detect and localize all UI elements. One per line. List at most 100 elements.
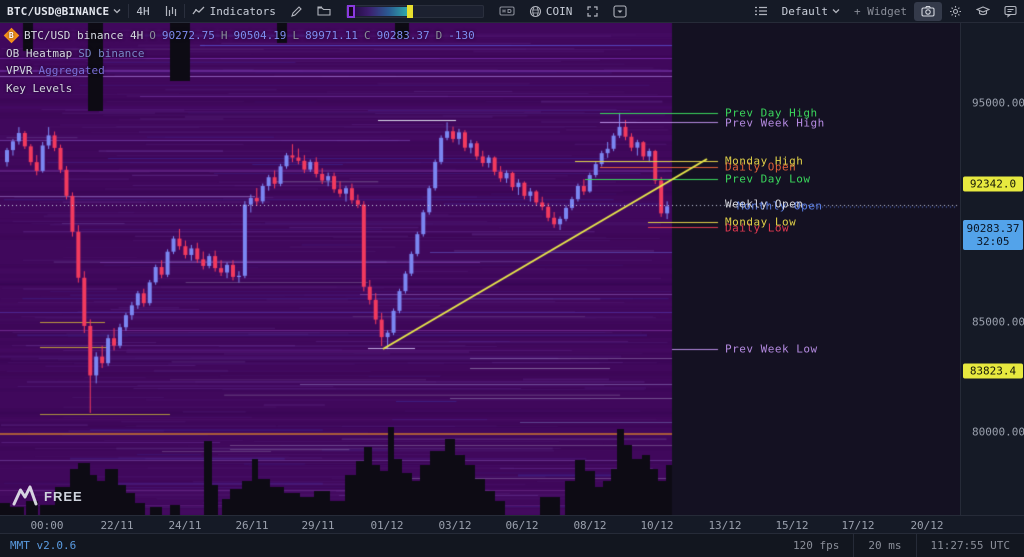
price-axis[interactable]: 95000.00 85000.00 80000.00 92342.0 83823.4… <box>960 23 1024 515</box>
key-level-label: Monday Low <box>725 215 797 229</box>
fullscreen-button[interactable] <box>579 0 606 23</box>
legend-heatmap-row[interactable]: OB Heatmap SD binance <box>6 45 481 63</box>
timeframe-button[interactable]: 4H <box>129 0 156 23</box>
price-tick-label: 80000.00 <box>972 425 1024 439</box>
settings-button[interactable] <box>942 0 969 23</box>
time-tick-label: 17/12 <box>841 519 875 532</box>
chart-area: B BTC/USD binance 4H O 90272.75 H 90504.19 L 8… <box>0 23 960 515</box>
current-price-badge: 90283.37 32:05 <box>963 220 1023 250</box>
mmt-logo-icon <box>12 485 38 507</box>
watermark: FREE <box>12 485 83 507</box>
hd-icon <box>499 5 515 17</box>
key-level-label: Prev Day Low <box>725 172 811 186</box>
toolbar-divider <box>128 4 130 18</box>
add-widget-button[interactable]: + Widget <box>847 0 914 23</box>
coin-label: COIN <box>545 4 573 18</box>
indicators-button[interactable]: Indicators <box>185 0 283 23</box>
key-level-label: Weekly Open <box>725 197 804 211</box>
layouts-folder-button[interactable] <box>310 0 338 23</box>
key-level-label: Prev Week High <box>725 116 825 130</box>
time-tick-label: 03/12 <box>438 519 472 532</box>
indicators-icon <box>192 5 206 17</box>
time-tick-label: 15/12 <box>775 519 809 532</box>
indicators-label: Indicators <box>209 4 276 18</box>
time-tick-label: 08/12 <box>573 519 607 532</box>
chevron-down-icon <box>113 7 121 15</box>
time-axis[interactable]: 00:00 22/11 24/11 26/11 29/11 01/12 03/12 06/12… <box>0 515 1024 533</box>
colormap-min-handle[interactable] <box>346 4 355 18</box>
prev-week-low-price-badge: 83823.4 <box>963 363 1023 379</box>
chart-legend: B BTC/USD binance 4H O 90272.75 H 90504.19 L 8… <box>3 27 481 98</box>
panel-dropdown-button[interactable] <box>606 0 634 23</box>
toolbar-right-group: Default + Widget <box>747 0 1024 23</box>
heatmap-colormap-control[interactable] <box>338 0 492 23</box>
tutorials-button[interactable] <box>969 0 997 23</box>
coin-icon <box>529 5 542 18</box>
key-level-label: Prev Day High <box>725 106 818 120</box>
time-tick-label: 06/12 <box>505 519 539 532</box>
timeframe-label: 4H <box>136 4 150 18</box>
clock-utc: 11:27:55 UTC <box>930 539 1010 552</box>
time-tick-label: 29/11 <box>301 519 335 532</box>
time-tick-label: 10/12 <box>640 519 674 532</box>
coin-selector-button[interactable]: COIN <box>522 0 580 23</box>
colormap-track[interactable] <box>345 4 484 18</box>
top-toolbar: BTC/USD@BINANCE 4H Indicators <box>0 0 1024 23</box>
key-level-label: Prev Week Low <box>725 342 818 356</box>
chart-canvas[interactable] <box>0 23 960 515</box>
legend-ohlc-values: BTC/USD binance 4H O 90272.75 H 90504.19 L 899… <box>24 29 475 42</box>
legend-vpvr-values: VPVR Aggregated <box>6 64 105 77</box>
feedback-button[interactable] <box>997 0 1024 23</box>
latency-indicator: 20 ms <box>868 539 902 552</box>
fps-indicator: 120 fps <box>793 539 840 552</box>
time-tick-label: 22/11 <box>100 519 134 532</box>
key-level-label: Monday High <box>725 154 804 168</box>
time-tick-label: 20/12 <box>910 519 944 532</box>
layout-label: Default <box>781 4 829 18</box>
list-icon <box>754 5 768 17</box>
time-tick-label: 01/12 <box>370 519 404 532</box>
key-level-label: Monthly Open <box>737 199 823 213</box>
chevron-down-icon <box>832 7 840 15</box>
layout-selector[interactable]: Default <box>775 0 847 23</box>
app-version-label[interactable]: MMT v2.0.6 <box>10 539 77 552</box>
camera-icon <box>921 5 935 17</box>
bitcoin-icon: B <box>3 27 20 44</box>
current-price-value: 90283.37 <box>966 222 1020 235</box>
legend-keylevels-row[interactable]: Key Levels <box>6 80 481 98</box>
time-tick-label: 24/11 <box>168 519 202 532</box>
price-tick-label: 95000.00 <box>972 96 1024 110</box>
dropdown-box-icon <box>613 4 627 18</box>
chart-style-button[interactable] <box>157 0 184 23</box>
folder-icon <box>317 5 331 17</box>
screenshot-button[interactable] <box>914 1 942 21</box>
status-divider <box>915 534 917 557</box>
symbol-label: BTC/USD@BINANCE <box>7 4 110 18</box>
feedback-bubble-icon <box>1004 5 1017 18</box>
time-tick-label: 26/11 <box>235 519 269 532</box>
graduation-cap-icon <box>976 5 990 17</box>
monday-high-price-badge: 92342.0 <box>963 176 1023 192</box>
hd-toggle-button[interactable] <box>492 0 522 23</box>
symbol-switcher[interactable]: BTC/USD@BINANCE <box>0 0 128 23</box>
status-bar: MMT v2.0.6 120 fps 20 ms 11:27:55 UTC <box>0 533 1024 557</box>
price-tick-label: 85000.00 <box>972 315 1024 329</box>
key-level-label: Daily Open <box>725 160 797 174</box>
watchlist-button[interactable] <box>747 0 775 23</box>
legend-vpvr-row[interactable]: VPVR Aggregated <box>6 62 481 80</box>
colormap-gradient <box>347 6 410 16</box>
candles-icon <box>164 5 177 18</box>
status-divider <box>853 534 855 557</box>
colormap-max-handle[interactable] <box>406 4 413 18</box>
draw-tool-button[interactable] <box>283 0 310 23</box>
time-tick-label: 13/12 <box>708 519 742 532</box>
expand-icon <box>586 5 599 18</box>
toolbar-divider <box>183 4 185 18</box>
key-level-label: Daily Low <box>725 221 790 235</box>
watermark-plan-label: FREE <box>44 488 83 504</box>
legend-keylevels-values: Key Levels <box>6 81 73 95</box>
add-widget-label: + Widget <box>854 4 907 18</box>
legend-heatmap-values: OB Heatmap SD binance <box>6 46 145 60</box>
legend-symbol-row[interactable]: B BTC/USD binance 4H O 90272.75 H 90504.19 L 8… <box>3 27 481 45</box>
